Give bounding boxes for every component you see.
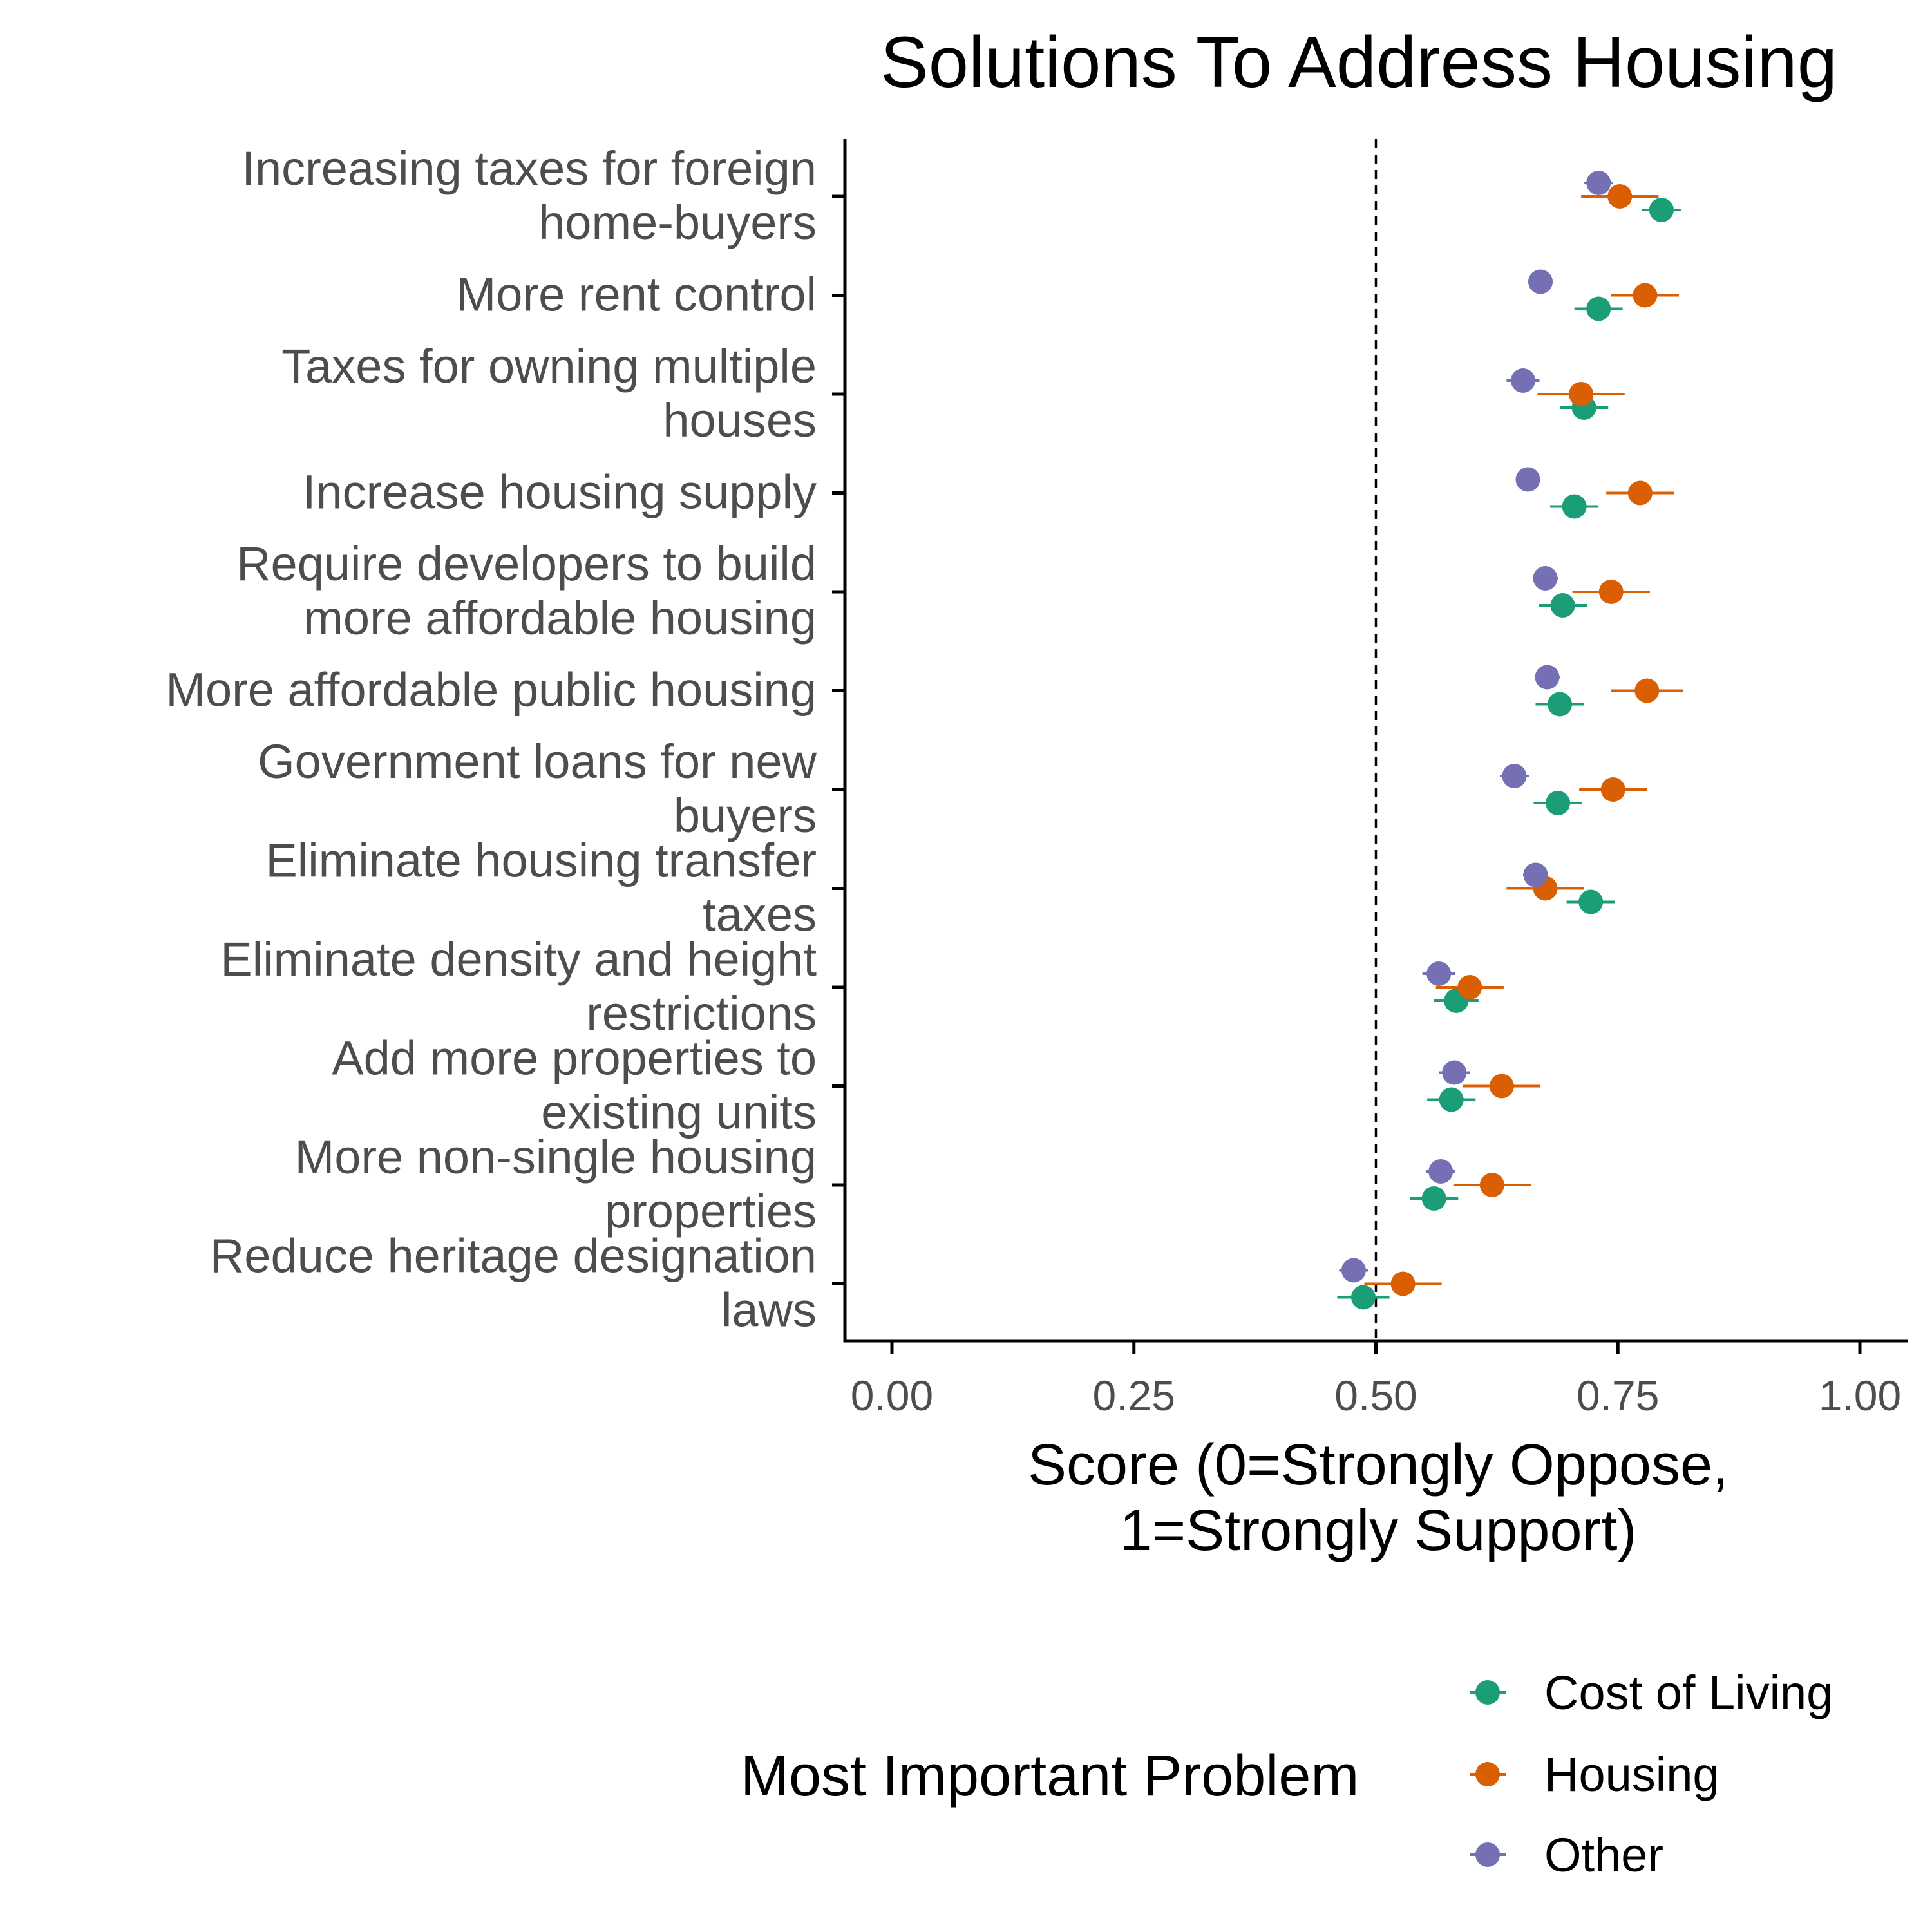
category-label: More rent control bbox=[457, 268, 817, 321]
data-point bbox=[1633, 283, 1658, 308]
category-label: taxes bbox=[703, 888, 817, 942]
x-tick-label: 0.75 bbox=[1577, 1372, 1659, 1419]
data-point bbox=[1649, 198, 1674, 222]
category-label: More affordable public housing bbox=[166, 663, 817, 717]
category-label: Add more properties to bbox=[332, 1032, 817, 1085]
category-label: more affordable housing bbox=[303, 591, 817, 645]
data-point bbox=[1421, 1186, 1446, 1211]
legend-item: Housing bbox=[1470, 1748, 1719, 1801]
data-point bbox=[1562, 494, 1587, 519]
data-point bbox=[1523, 862, 1548, 887]
series-cost-of-living bbox=[1337, 198, 1681, 1310]
data-point bbox=[1341, 1258, 1366, 1283]
data-point bbox=[1586, 171, 1611, 195]
data-point bbox=[1350, 1285, 1376, 1310]
x-axis-title-line-1: Score (0=Strongly Oppose, bbox=[1028, 1433, 1728, 1497]
data-point bbox=[1510, 368, 1535, 393]
data-point bbox=[1489, 1074, 1514, 1099]
category-label: Government loans for new bbox=[258, 735, 817, 788]
series-housing bbox=[1364, 184, 1683, 1296]
category-label: existing units bbox=[541, 1086, 817, 1139]
legend-item: Other bbox=[1470, 1828, 1663, 1882]
data-point bbox=[1457, 975, 1482, 999]
data-point bbox=[1627, 480, 1653, 506]
category-label: houses bbox=[663, 393, 817, 447]
category-label: Increasing taxes for foreign bbox=[242, 142, 817, 195]
data-point bbox=[1515, 467, 1540, 492]
data-point bbox=[1600, 777, 1625, 802]
plot-area bbox=[1337, 139, 1683, 1341]
x-axis: 0.00 0.25 0.50 0.75 1.00 bbox=[843, 1339, 1908, 1419]
series-other bbox=[1339, 171, 1613, 1283]
data-point bbox=[1586, 296, 1611, 321]
category-label: Increase housing supply bbox=[303, 466, 817, 519]
data-point bbox=[1426, 961, 1452, 986]
chart-title: Solutions To Address Housing bbox=[880, 22, 1837, 102]
legend-key-point bbox=[1475, 1842, 1500, 1867]
data-point bbox=[1442, 1060, 1467, 1085]
data-point bbox=[1390, 1271, 1416, 1296]
legend-label: Other bbox=[1544, 1828, 1663, 1882]
category-label: Reduce heritage designation bbox=[210, 1229, 817, 1283]
legend-key-point bbox=[1475, 1680, 1500, 1705]
data-point bbox=[1479, 1173, 1504, 1197]
legend-label: Housing bbox=[1544, 1748, 1719, 1801]
data-point bbox=[1569, 382, 1594, 406]
data-point bbox=[1535, 665, 1560, 690]
data-point bbox=[1533, 566, 1558, 591]
category-label: home-buyers bbox=[538, 196, 817, 249]
data-point bbox=[1428, 1159, 1454, 1184]
data-point bbox=[1598, 580, 1624, 604]
x-tick-label: 1.00 bbox=[1819, 1372, 1901, 1419]
data-point bbox=[1607, 184, 1633, 209]
data-point bbox=[1634, 678, 1660, 703]
data-point bbox=[1578, 889, 1604, 914]
data-point bbox=[1548, 692, 1573, 717]
x-tick-label: 0.00 bbox=[851, 1372, 933, 1419]
legend: Most Important Problem Cost of Living Hou… bbox=[741, 1666, 1833, 1882]
category-label: Require developers to build bbox=[236, 537, 817, 591]
x-tick-label: 0.50 bbox=[1334, 1372, 1417, 1419]
category-label: Taxes for owning multiple bbox=[281, 339, 817, 393]
category-label: restrictions bbox=[586, 987, 817, 1040]
category-label: Eliminate housing transfer bbox=[265, 834, 817, 887]
category-label: Eliminate density and height bbox=[220, 933, 817, 986]
data-point bbox=[1439, 1087, 1464, 1112]
category-label: More non-single housing bbox=[295, 1130, 817, 1184]
data-point bbox=[1546, 791, 1571, 815]
legend-title: Most Important Problem bbox=[741, 1744, 1359, 1808]
x-tick-label: 0.25 bbox=[1093, 1372, 1175, 1419]
legend-key-point bbox=[1475, 1762, 1500, 1786]
data-point bbox=[1502, 764, 1527, 788]
data-point bbox=[1550, 593, 1575, 618]
legend-item: Cost of Living bbox=[1470, 1666, 1833, 1719]
category-label: laws bbox=[721, 1283, 817, 1337]
x-axis-title-line-2: 1=Strongly Support) bbox=[1120, 1499, 1637, 1563]
legend-label: Cost of Living bbox=[1544, 1666, 1833, 1719]
category-label: properties bbox=[605, 1184, 817, 1238]
category-label: buyers bbox=[674, 789, 817, 842]
data-point bbox=[1528, 269, 1553, 294]
